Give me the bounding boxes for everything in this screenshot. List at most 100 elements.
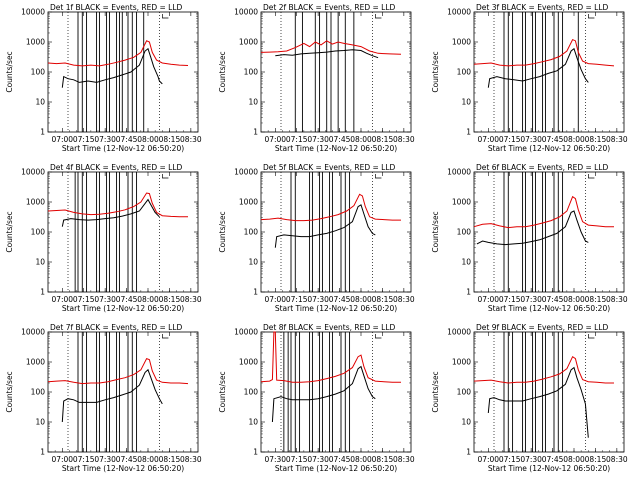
- y-tick-label: 100: [244, 68, 259, 77]
- series-line-lld: [260, 331, 401, 383]
- y-tick-label: 10: [461, 98, 471, 107]
- x-axis-label: Start Time (12-Nov-12 06:50:20): [62, 144, 184, 153]
- corner-bracket-mark: [162, 14, 169, 19]
- x-tick-label: 07:00: [51, 455, 73, 464]
- x-tick-label: 08:15: [372, 455, 394, 464]
- x-axis-label: Start Time (12-Nov-12 06:50:20): [62, 464, 184, 473]
- y-tick-label: 1000: [239, 358, 258, 367]
- x-tick-label: 08:30: [393, 135, 415, 144]
- y-tick-label: 10: [248, 98, 258, 107]
- x-axis-label: Start Time (12-Nov-12 06:50:20): [488, 144, 610, 153]
- x-tick-label: 07:15: [286, 455, 308, 464]
- y-axis-label: Counts/sec: [218, 211, 227, 252]
- x-tick-label: 08:00: [563, 455, 585, 464]
- y-tick-label: 1: [40, 128, 45, 137]
- x-axis-label: Start Time (12-Nov-12 06:50:20): [275, 304, 397, 313]
- series-line-events: [61, 368, 163, 423]
- y-tick-label: 1000: [452, 358, 471, 367]
- x-tick-label: 07:45: [542, 295, 564, 304]
- y-tick-label: 10: [35, 418, 45, 427]
- y-axis-label: Counts/sec: [5, 371, 14, 412]
- chart-panel-5: Det 5f BLACK = Events, RED = LLD 1 10 100 10…: [218, 163, 415, 313]
- plot-frame: [260, 171, 412, 293]
- x-tick-label: 07:30: [307, 455, 329, 464]
- plot-frame: [260, 11, 412, 133]
- chart-title: Det 2f BLACK = Events, RED = LLD: [263, 3, 396, 12]
- y-tick-label: 1000: [26, 198, 45, 207]
- series-line-events: [61, 198, 160, 227]
- x-tick-label: 07:30: [94, 295, 116, 304]
- y-tick-label: 100: [31, 68, 46, 77]
- x-tick-label: 08:00: [350, 455, 372, 464]
- x-tick-label: 08:15: [372, 295, 394, 304]
- corner-bracket-mark: [162, 174, 169, 179]
- chart-title: Det 3f BLACK = Events, RED = LLD: [476, 3, 609, 12]
- series-line-lld: [473, 195, 614, 229]
- y-axis-label: Counts/sec: [5, 51, 14, 92]
- x-tick-label: 07:30: [520, 455, 542, 464]
- chart-panel-4: Det 4f BLACK = Events, RED = LLD 1 10 100 10…: [5, 163, 202, 313]
- y-axis-label: Counts/sec: [5, 211, 14, 252]
- x-tick-label: 08:00: [137, 455, 159, 464]
- y-tick-label: 1000: [452, 38, 471, 47]
- plot-frame: [473, 171, 625, 293]
- x-tick-label: 07:00: [51, 135, 73, 144]
- y-tick-label: 10000: [447, 328, 471, 337]
- x-tick-label: 08:30: [180, 135, 202, 144]
- series-line-events: [487, 47, 589, 88]
- x-tick-label: 07:15: [499, 455, 521, 464]
- x-tick-label: 08:30: [393, 295, 415, 304]
- x-tick-label: 07:15: [499, 295, 521, 304]
- chart-title: Det 6f BLACK = Events, RED = LLD: [476, 163, 609, 172]
- y-tick-label: 100: [244, 228, 259, 237]
- x-tick-label: 07:30: [307, 135, 329, 144]
- chart-title: Det 5f BLACK = Events, RED = LLD: [263, 163, 396, 172]
- x-axis-label: Start Time (12-Nov-12 06:50:20): [488, 304, 610, 313]
- y-tick-label: 100: [244, 388, 259, 397]
- y-tick-label: 1: [253, 128, 258, 137]
- x-tick-label: 07:45: [116, 135, 138, 144]
- chart-panel-7: Det 7f BLACK = Events, RED = LLD 1 10 100 10…: [5, 323, 202, 473]
- y-tick-label: 1: [466, 288, 471, 297]
- x-tick-label: 07:00: [264, 135, 286, 144]
- y-tick-label: 1: [466, 128, 471, 137]
- x-tick-label: 07:45: [329, 135, 351, 144]
- corner-bracket-mark: [588, 174, 595, 179]
- y-tick-label: 10000: [447, 168, 471, 177]
- y-axis-label: Counts/sec: [218, 371, 227, 412]
- y-tick-label: 10: [248, 258, 258, 267]
- corner-bracket-mark: [162, 334, 169, 339]
- y-axis-label: Counts/sec: [431, 371, 440, 412]
- x-tick-label: 07:15: [286, 135, 308, 144]
- y-tick-label: 1000: [26, 38, 45, 47]
- x-axis-label: Start Time (12-Nov-12 06:50:20): [62, 304, 184, 313]
- y-tick-label: 100: [457, 68, 472, 77]
- y-tick-label: 100: [457, 228, 472, 237]
- y-tick-label: 100: [31, 388, 46, 397]
- series-line-lld: [47, 40, 189, 67]
- series-line-events: [476, 210, 589, 246]
- plot-frame: [47, 171, 199, 293]
- y-tick-label: 10000: [234, 8, 258, 17]
- x-tick-label: 08:30: [606, 135, 628, 144]
- x-tick-label: 07:00: [264, 295, 286, 304]
- y-axis-label: Counts/sec: [431, 51, 440, 92]
- series-line-events: [61, 47, 163, 88]
- y-tick-label: 1000: [239, 38, 258, 47]
- x-tick-label: 07:15: [73, 135, 95, 144]
- x-tick-label: 08:00: [350, 295, 372, 304]
- x-tick-label: 08:15: [585, 295, 607, 304]
- chart-panel-3: Det 3f BLACK = Events, RED = LLD 1 10 100 10…: [431, 3, 628, 153]
- series-line-lld: [473, 355, 614, 384]
- corner-bracket-mark: [588, 14, 595, 19]
- series-line-lld: [47, 357, 189, 385]
- chart-title: Det 4f BLACK = Events, RED = LLD: [50, 163, 183, 172]
- chart-title: Det 7f BLACK = Events, RED = LLD: [50, 323, 183, 332]
- y-tick-label: 100: [457, 388, 472, 397]
- x-tick-label: 08:30: [606, 455, 628, 464]
- x-tick-label: 07:45: [116, 455, 138, 464]
- y-tick-label: 1: [40, 448, 45, 457]
- y-tick-label: 10000: [21, 328, 45, 337]
- y-tick-label: 1: [253, 288, 258, 297]
